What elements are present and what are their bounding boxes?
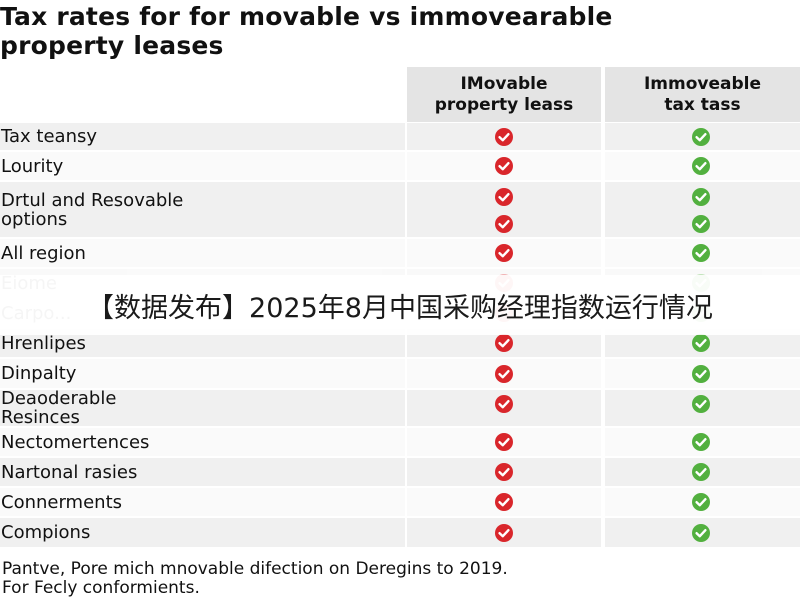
green-check-circle-icon (692, 244, 710, 262)
red-check-circle-icon (495, 463, 513, 481)
movable-cell (407, 518, 601, 547)
table-row: Compions (0, 518, 800, 547)
movable-cell (407, 152, 601, 180)
announcement-banner-text: 【数据发布】2025年8月中国采购经理指数运行情况 (87, 292, 713, 324)
red-check-circle-icon (495, 395, 513, 413)
red-check-circle-icon (495, 493, 513, 511)
row-label: Dinpalty (0, 359, 405, 388)
row-label: Deaoderable Resinces (0, 389, 405, 427)
green-check-circle-icon (692, 214, 710, 233)
table-row: Connerments (0, 488, 800, 516)
immovable-cell (605, 488, 800, 516)
movable-cell (407, 359, 601, 388)
table-row: Lourity (0, 152, 800, 180)
movable-cell (407, 239, 601, 267)
green-check-circle-icon (692, 523, 710, 542)
immovable-cell (605, 152, 800, 180)
red-check-circle-icon (495, 334, 513, 352)
row-label: All region (0, 239, 405, 267)
red-check-circle-icon (495, 187, 513, 206)
row-label: Lourity (0, 152, 405, 180)
red-check-circle-icon (495, 157, 513, 175)
green-check-circle-icon (692, 127, 710, 146)
immovable-cell (605, 182, 800, 237)
green-check-circle-icon (692, 493, 710, 511)
table-row: Nectomertences (0, 428, 800, 456)
movable-cell (407, 123, 601, 150)
green-check-circle-icon (692, 157, 710, 175)
table-row: Deaoderable Resinces (0, 389, 800, 427)
green-check-circle-icon (692, 334, 710, 352)
green-check-circle-icon (692, 395, 710, 413)
row-label: Nectomertences (0, 428, 405, 456)
announcement-banner[interactable]: 【数据发布】2025年8月中国采购经理指数运行情况 (0, 275, 800, 335)
movable-cell (407, 488, 601, 516)
row-label: Tax teansy (0, 123, 405, 150)
red-check-circle-icon (495, 244, 513, 262)
table-row: Drtul and Resovable options (0, 182, 800, 237)
movable-cell (407, 390, 601, 426)
row-label: Nartonal rasies (0, 458, 405, 486)
green-check-circle-icon (692, 463, 710, 481)
table-row: All region (0, 239, 800, 267)
footnote: Pantve, Pore mich mnovable difection on … (2, 559, 508, 598)
red-check-circle-icon (495, 433, 513, 451)
red-check-circle-icon (495, 364, 513, 383)
row-label: Drtul and Resovable options (0, 182, 405, 237)
movable-cell (407, 428, 601, 456)
row-label: Compions (0, 518, 405, 547)
green-check-circle-icon (692, 433, 710, 451)
immovable-cell (605, 518, 800, 547)
green-check-circle-icon (692, 364, 710, 383)
table-row: Dinpalty (0, 359, 800, 388)
immovable-cell (605, 359, 800, 388)
movable-cell (407, 458, 601, 486)
movable-cell (407, 182, 601, 237)
table-row: Tax teansy (0, 123, 800, 150)
immovable-cell (605, 458, 800, 486)
green-check-circle-icon (692, 187, 710, 206)
red-check-circle-icon (495, 523, 513, 542)
column-header-immovable: Immoveable tax tass (605, 67, 800, 122)
page-title: Tax rates for for movable vs immovearabl… (0, 2, 613, 60)
row-label: Connerments (0, 488, 405, 516)
immovable-cell (605, 239, 800, 267)
table-row: Nartonal rasies (0, 458, 800, 486)
immovable-cell (605, 390, 800, 426)
immovable-cell (605, 428, 800, 456)
immovable-cell (605, 123, 800, 150)
column-header-movable: IMovable property leass (407, 67, 601, 122)
red-check-circle-icon (495, 214, 513, 233)
red-check-circle-icon (495, 127, 513, 146)
